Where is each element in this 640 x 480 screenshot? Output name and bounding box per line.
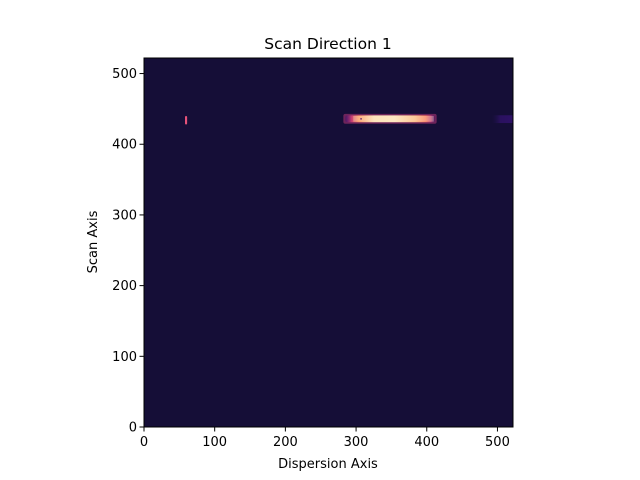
x-axis-label: Dispersion Axis	[278, 457, 378, 472]
x-axis-ticks: 0 100 200 300 400 500	[140, 427, 510, 450]
x-tick-label: 0	[140, 435, 148, 450]
left-source	[185, 115, 188, 125]
left-source-mark	[185, 115, 188, 125]
y-tick-label: 500	[112, 67, 137, 82]
y-tick-label: 200	[112, 279, 137, 294]
y-tick-label: 100	[112, 350, 137, 365]
heatmap-background	[144, 58, 513, 427]
y-tick-label: 400	[112, 138, 137, 153]
main-trace-band	[345, 115, 435, 123]
x-tick-label: 500	[485, 435, 510, 450]
y-tick-label: 300	[112, 208, 137, 223]
right-faint-source	[491, 115, 513, 124]
x-tick-label: 400	[414, 435, 439, 450]
main-trace-speck	[360, 118, 362, 120]
main-trace-core	[353, 115, 434, 122]
x-tick-label: 300	[344, 435, 369, 450]
chart-title: Scan Direction 1	[264, 35, 391, 53]
y-tick-label: 0	[129, 421, 137, 436]
main-trace	[343, 113, 437, 124]
y-axis-label: Scan Axis	[86, 210, 101, 273]
x-tick-label: 100	[202, 435, 227, 450]
plot-area	[143, 57, 514, 428]
right-faint-source-mark	[491, 115, 513, 124]
y-axis-ticks: 0 100 200 300 400 500	[112, 67, 144, 436]
plot-frame	[143, 57, 514, 428]
x-tick-label: 200	[273, 435, 298, 450]
